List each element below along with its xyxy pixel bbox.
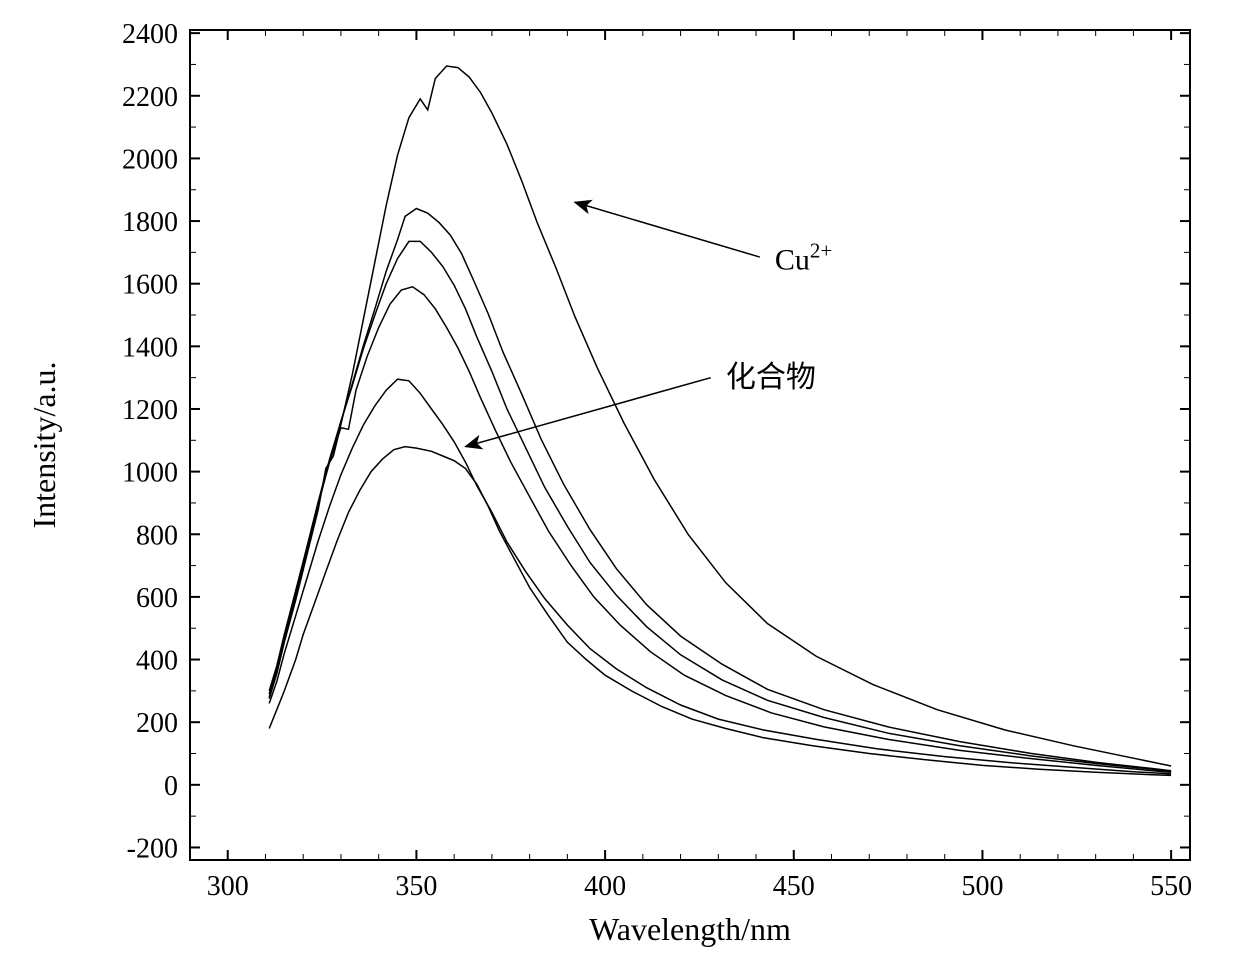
y-tick-label: 1400 [122, 332, 178, 363]
y-tick-label: 1000 [122, 458, 178, 489]
y-tick-label: 0 [164, 771, 178, 802]
x-axis-label: Wavelength/nm [589, 911, 791, 947]
annotation-label-1: 化合物 [726, 361, 816, 394]
x-tick-label: 550 [1150, 871, 1192, 902]
chart-container: 300 350 400 450 500 550 -200 0 200 400 600 800 1000 1… [0, 0, 1240, 980]
x-tick-label: 500 [961, 871, 1003, 902]
y-tick-label: 200 [136, 708, 178, 739]
y-tick-label: 1800 [122, 207, 178, 238]
series-s3 [269, 287, 1171, 773]
y-tick-label: -200 [127, 833, 178, 864]
y-tick-label: 2200 [122, 82, 178, 113]
y-tick-label: 2400 [122, 19, 178, 50]
annotation-label-0: Cu2+ [775, 239, 832, 277]
series-s5 [269, 209, 1171, 771]
x-tick-label: 400 [584, 871, 626, 902]
y-axis-label: Intensity/a.u. [26, 361, 62, 528]
y-tick-label: 2000 [122, 144, 178, 175]
y-tick-label: 800 [136, 520, 178, 551]
series-compound [269, 447, 1171, 776]
annotation-arrow [575, 202, 760, 257]
y-tick-label: 1600 [122, 270, 178, 301]
y-tick-label: 1200 [122, 395, 178, 426]
x-tick-label: 300 [207, 871, 249, 902]
y-tick-label: 600 [136, 583, 178, 614]
x-tick-label: 450 [773, 871, 815, 902]
spectrum-chart: 300 350 400 450 500 550 -200 0 200 400 600 800 1000 1… [0, 0, 1240, 980]
series-Cu2+ [269, 66, 1171, 766]
plot-border [190, 30, 1190, 860]
x-tick-label: 350 [395, 871, 437, 902]
annotation-arrow [465, 378, 710, 447]
y-tick-label: 400 [136, 646, 178, 677]
